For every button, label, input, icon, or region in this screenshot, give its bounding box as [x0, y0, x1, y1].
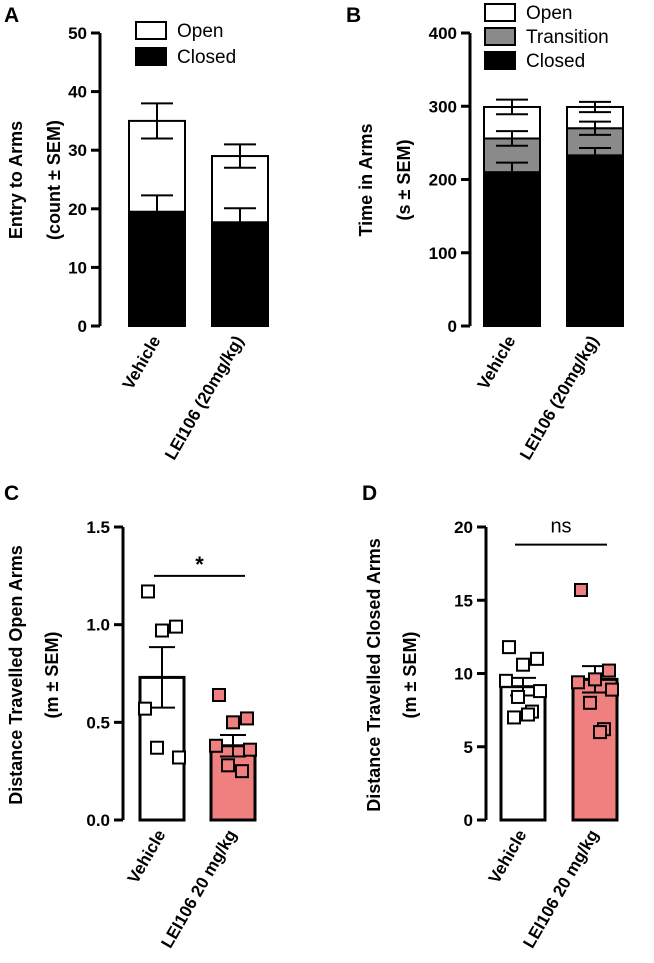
panel-letter-a: A	[4, 4, 19, 27]
data-point	[583, 695, 597, 710]
y-tick-label: 10	[68, 258, 87, 277]
data-point	[141, 584, 155, 599]
bar-segment-closed	[128, 210, 186, 327]
data-point	[574, 582, 588, 597]
y-tick-label: 20	[68, 200, 87, 219]
data-point	[571, 675, 585, 690]
y-tick-label: 15	[454, 591, 473, 610]
bar-segment-closed	[483, 171, 541, 327]
data-point	[499, 673, 513, 688]
significance-marker: *	[195, 552, 204, 577]
category-label: LEI106 (20mg/kg)	[161, 333, 247, 464]
category-label: LEI106 (20mg/kg)	[516, 333, 602, 464]
data-point	[172, 750, 186, 765]
y-tick-label: 20	[454, 518, 473, 537]
panel-d: D 0 5 10 15 20 Distance Travelled Closed Arms (…	[362, 482, 619, 952]
data-point	[507, 710, 521, 725]
data-point	[138, 701, 152, 716]
legend-swatch-closed	[484, 51, 516, 70]
data-point	[221, 758, 235, 773]
data-point	[530, 651, 544, 666]
y-tick-label: 1.0	[86, 616, 110, 635]
y-axis-label: Entry to Arms	[6, 121, 26, 239]
y-axis-label: Distance Travelled Closed Arms	[364, 538, 384, 811]
y-tick-label: 0.0	[86, 811, 110, 830]
legend-label-transition: Transition	[526, 27, 609, 48]
panel-letter-b: B	[346, 4, 361, 27]
legend-label-closed: Closed	[526, 51, 585, 72]
panel-letter-d: D	[362, 482, 377, 505]
data-point	[155, 623, 169, 638]
y-axis-label: (m ± SEM)	[42, 632, 62, 719]
data-point	[240, 711, 254, 726]
y-axis-label: Distance Travelled Open Arms	[6, 545, 26, 804]
data-point	[150, 740, 164, 755]
panel-a: A 0 10 20 30 40 50 Entry to Arms (count ± SEM) Ve…	[4, 4, 269, 464]
y-tick-label: 300	[429, 97, 457, 116]
legend-swatch-open	[484, 3, 516, 22]
y-tick-label: 5	[464, 738, 473, 757]
data-point	[593, 725, 607, 740]
data-point	[588, 672, 602, 687]
data-point	[209, 738, 223, 753]
y-tick-label: 1.5	[86, 518, 110, 537]
y-axis-label: (s ± SEM)	[394, 140, 414, 221]
category-label: Vehicle	[474, 333, 520, 393]
significance-marker: ns	[550, 516, 571, 538]
y-tick-label: 0	[78, 317, 87, 336]
y-tick-label: 100	[429, 244, 457, 263]
data-point	[502, 640, 516, 655]
panel-c: C 0.0 0.5 1.0 1.5 Distance Travelled Open Arm…	[4, 482, 257, 952]
y-axis-label: Time in Arms	[356, 123, 376, 236]
legend-swatch-closed	[135, 47, 167, 66]
category-label: Vehicle	[485, 827, 531, 887]
data-point	[212, 687, 226, 702]
category-label: Vehicle	[124, 827, 170, 887]
data-point	[243, 742, 257, 757]
y-tick-label: 50	[68, 24, 87, 43]
y-tick-label: 30	[68, 141, 87, 160]
data-point	[533, 684, 547, 699]
data-point	[511, 689, 525, 704]
y-tick-label: 0	[464, 811, 473, 830]
legend-label-open: Open	[526, 3, 572, 24]
category-label: LEI106 20 mg/kg	[157, 827, 240, 952]
data-point	[602, 663, 616, 678]
data-point	[169, 619, 183, 634]
legend-swatch-open	[135, 21, 167, 40]
category-label: LEI106 20 mg/kg	[519, 827, 602, 952]
bar-segment-closed	[211, 221, 269, 327]
y-tick-label: 40	[68, 83, 87, 102]
y-axis-label: (m ± SEM)	[400, 632, 420, 719]
data-point	[235, 764, 249, 779]
y-tick-label: 0	[448, 317, 457, 336]
category-label: Vehicle	[119, 333, 165, 393]
y-tick-label: 400	[429, 24, 457, 43]
data-point	[226, 715, 240, 730]
legend-label-closed: Closed	[177, 47, 236, 68]
panel-b: B 0 100 200 300 400 Time in Arms (s ± SEM) Vehic…	[346, 3, 624, 464]
data-point	[521, 707, 535, 722]
y-tick-label: 0.5	[86, 713, 110, 732]
panel-letter-c: C	[4, 482, 19, 505]
y-axis-label: (count ± SEM)	[44, 120, 64, 240]
bar-segment-closed	[566, 154, 624, 327]
data-point	[516, 657, 530, 672]
data-point	[605, 682, 619, 697]
legend-swatch-transition	[484, 27, 516, 46]
y-tick-label: 10	[454, 665, 473, 684]
legend-label-open: Open	[177, 21, 223, 42]
y-tick-label: 200	[429, 171, 457, 190]
